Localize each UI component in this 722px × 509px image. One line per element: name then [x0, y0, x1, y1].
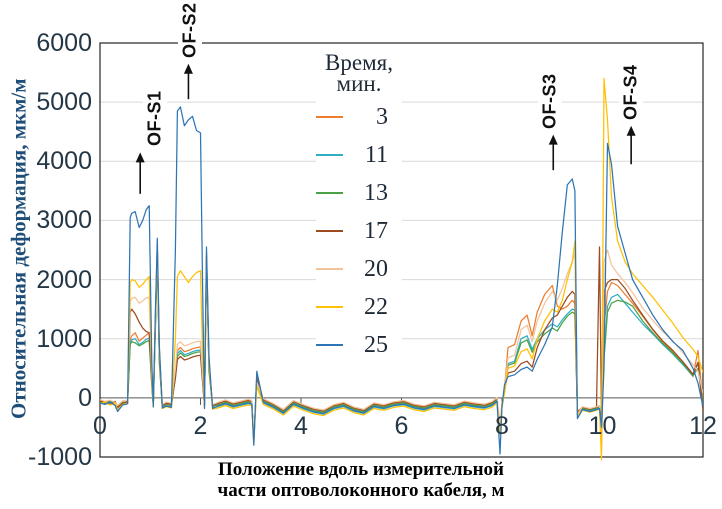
legend-swatch — [316, 192, 343, 194]
legend-label: 25 — [364, 331, 388, 358]
legend-row: 25 — [316, 326, 402, 364]
legend-row: 22 — [316, 288, 402, 326]
legend-swatch — [316, 116, 343, 118]
legend-row: 13 — [316, 174, 402, 212]
x-axis-title: Положение вдоль измерительной части опто… — [0, 459, 722, 501]
legend: Время, мин. 3 11 13 17 20 22 25 — [316, 50, 402, 368]
x-axis-title-line1: Положение вдоль измерительной — [218, 459, 504, 480]
y-tick-label: -1000 — [28, 443, 92, 471]
legend-row: 17 — [316, 212, 402, 250]
annotation-label: OF-S3 — [538, 68, 563, 133]
y-tick-label: 6000 — [36, 29, 92, 57]
legend-label: 13 — [364, 179, 388, 206]
x-tick-label: 10 — [588, 411, 617, 440]
x-axis-title-line2: части оптоволоконного кабеля, м — [217, 480, 505, 501]
x-tick-label: 6 — [394, 411, 409, 440]
annotation-arrow-head — [135, 152, 145, 163]
legend-label: 22 — [364, 293, 388, 320]
legend-row: 20 — [316, 250, 402, 288]
legend-label: 17 — [364, 217, 388, 244]
legend-title: Время, мин. — [316, 50, 402, 96]
x-tick-label: 0 — [93, 411, 107, 440]
y-tick-label: 0 — [78, 383, 92, 412]
y-tick-label: 2000 — [36, 265, 92, 294]
legend-swatch — [316, 154, 343, 156]
x-tick-label: 4 — [294, 411, 308, 440]
annotation-label: OF-S1 — [143, 86, 168, 151]
annotation-label: OF-S4 — [619, 59, 644, 124]
x-tick-label: 12 — [689, 411, 717, 440]
y-tick-label: 3000 — [36, 206, 92, 235]
legend-row: 11 — [316, 136, 402, 174]
legend-swatch — [316, 344, 343, 346]
legend-swatch — [316, 306, 343, 308]
annotation-arrow-head — [183, 63, 193, 74]
y-tick-label: 1000 — [36, 324, 92, 353]
legend-swatch — [316, 230, 343, 232]
legend-rows: 3 11 13 17 20 22 25 — [316, 98, 402, 364]
annotation-arrow-head — [626, 125, 636, 136]
annotation-label: OF-S2 — [178, 0, 203, 62]
annotation-arrow-head — [548, 134, 558, 145]
x-tick-label: 8 — [495, 411, 509, 440]
x-tick-label: 2 — [193, 411, 208, 440]
legend-label: 3 — [376, 103, 388, 130]
legend-label: 11 — [364, 141, 388, 168]
series-line-25 — [100, 106, 703, 455]
y-tick-label: 4000 — [36, 147, 92, 176]
legend-title-line1: Время, — [325, 50, 393, 75]
legend-row: 3 — [316, 98, 402, 136]
legend-swatch — [316, 268, 343, 270]
legend-title-line2: мин. — [336, 71, 382, 96]
y-tick-label: 5000 — [36, 88, 92, 117]
legend-label: 20 — [364, 255, 388, 282]
plot-frame — [99, 42, 704, 458]
